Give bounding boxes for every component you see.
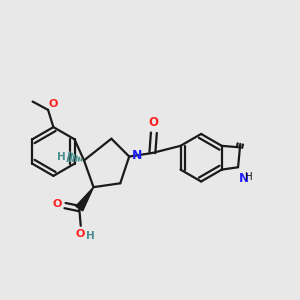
Polygon shape: [76, 187, 94, 211]
Text: H: H: [244, 172, 252, 182]
Text: H: H: [86, 230, 95, 241]
Text: O: O: [149, 116, 159, 129]
Text: O: O: [49, 99, 58, 109]
Text: O: O: [52, 200, 62, 209]
Text: N: N: [239, 172, 249, 185]
Text: O: O: [76, 230, 85, 239]
Text: N: N: [132, 149, 142, 162]
Text: H: H: [57, 152, 66, 162]
